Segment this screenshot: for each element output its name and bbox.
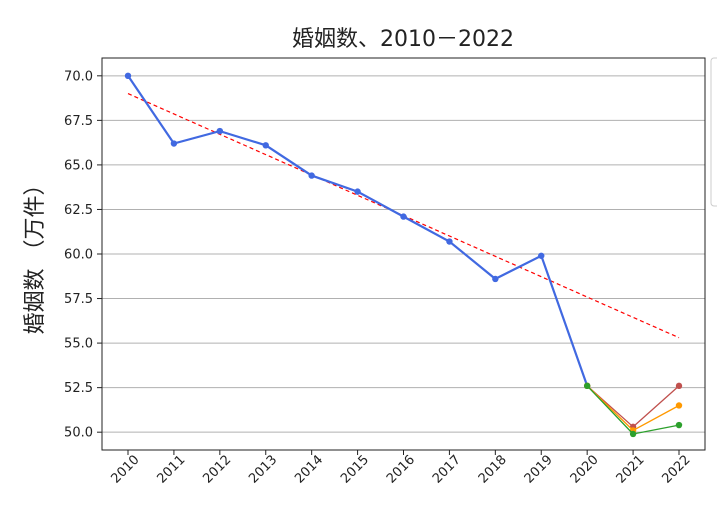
y-tick-label: 52.5: [64, 381, 93, 396]
y-tick-label: 55.0: [64, 337, 93, 352]
data-point: [538, 252, 545, 259]
data-point: [124, 72, 132, 80]
data-point: [446, 238, 453, 245]
data-point: [400, 213, 407, 220]
y-tick-label: 60.0: [64, 248, 93, 263]
y-tick-label: 65.0: [64, 158, 93, 173]
chart-title: 婚姻数、2010－2022: [292, 27, 514, 52]
data-point: [308, 172, 315, 179]
series-layer: [124, 72, 683, 438]
data-point: [354, 188, 361, 195]
y-tick-label: 67.5: [64, 114, 93, 129]
y-tick-label: 57.5: [64, 292, 93, 307]
data-point: [216, 127, 224, 135]
legend-frame-edge: [710, 57, 717, 207]
data-point: [629, 430, 637, 438]
y-axis-label: 婚姻数 （万件）: [23, 174, 48, 335]
data-point: [492, 275, 499, 283]
data-point: [170, 140, 178, 147]
data-point: [675, 402, 683, 409]
data-point: [675, 421, 683, 429]
data-point: [675, 382, 683, 390]
y-tick-label: 50.0: [64, 426, 93, 441]
gridlines: [102, 75, 705, 433]
y-tick-label: 70.0: [64, 69, 93, 84]
y-tick-label: 62.5: [64, 203, 93, 218]
y-axis-ticks: 70.0 67.5 65.0 62.5 60.0 57.5 55.0 52.5 50.0: [64, 69, 102, 441]
data-point: [262, 142, 269, 149]
data-point: [583, 382, 591, 390]
